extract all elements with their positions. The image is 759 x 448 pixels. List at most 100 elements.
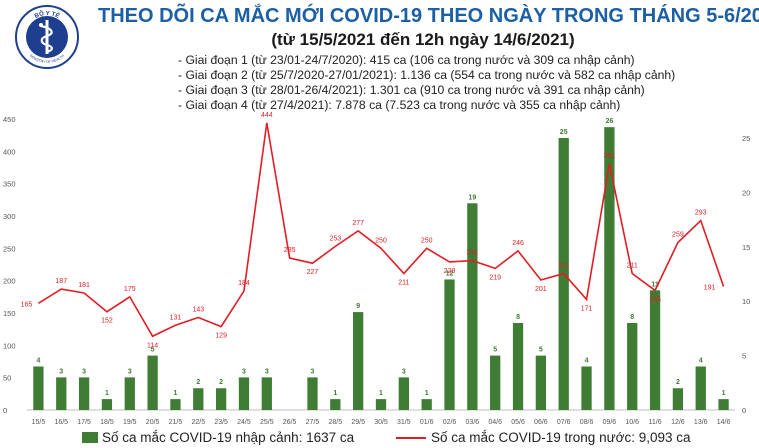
- bar-value-label: 5: [493, 347, 497, 354]
- x-tick-label: 22/5: [191, 419, 205, 426]
- line-value-label: 185: [649, 296, 661, 303]
- bar-value-label: 2: [219, 379, 223, 386]
- x-tick-label: 25/5: [260, 419, 274, 426]
- svg-text:BỘ Y TẾ: BỘ Y TẾ: [34, 9, 61, 20]
- x-tick-label: 15/5: [32, 419, 46, 426]
- x-tick-label: 04/6: [488, 419, 502, 426]
- x-tick-label: 26/5: [283, 419, 297, 426]
- x-tick-label: 14/6: [717, 419, 731, 426]
- line-value-label: 175: [124, 286, 136, 293]
- line-value-label: 259: [672, 232, 684, 239]
- x-tick-label: 13/6: [694, 419, 708, 426]
- x-tick-label: 16/5: [54, 419, 68, 426]
- y-left-tick-label: 150: [3, 309, 16, 318]
- bar-value-label: 3: [82, 368, 86, 375]
- phase-summary-list: - Giai đoạn 1 (từ 23/01-24/7/2020): 415 …: [178, 53, 675, 113]
- bar-value-label: 25: [560, 129, 568, 136]
- bar-value-label: 2: [196, 379, 200, 386]
- line-value-label: 381: [604, 153, 616, 160]
- bar-mark: [467, 203, 478, 410]
- y-left-tick-label: 50: [3, 374, 11, 383]
- bar-mark: [147, 355, 158, 410]
- bar-mark: [307, 377, 318, 410]
- bar-value-label: 26: [605, 118, 613, 125]
- line-value-label: 227: [307, 269, 319, 276]
- bar-mark: [375, 399, 387, 410]
- bar-value-label: 12: [446, 270, 454, 277]
- bar-mark: [33, 366, 44, 410]
- y-left-tick-label: 300: [3, 212, 16, 221]
- line-value-label: 246: [512, 240, 524, 247]
- x-tick-label: 31/5: [397, 419, 411, 426]
- legend-line-label: Số ca mắc COVID-19 trong nước: 9,093 ca: [431, 430, 691, 445]
- bar-value-label: 3: [402, 368, 406, 375]
- line-value-label: 231: [467, 250, 479, 257]
- bar-value-label: 8: [516, 314, 520, 321]
- x-tick-label: 24/5: [237, 419, 251, 426]
- x-tick-label: 30/5: [374, 419, 388, 426]
- y-left-tick-label: 200: [3, 277, 16, 286]
- y-left-tick-label: 400: [3, 147, 16, 156]
- bar-mark: [261, 377, 272, 410]
- bar-mark: [353, 312, 364, 410]
- bar-value-label: 4: [699, 357, 703, 364]
- line-value-label: 114: [147, 342, 158, 349]
- bar-mark: [124, 377, 135, 410]
- bar-value-label: 1: [105, 390, 109, 397]
- bar-mark: [649, 290, 661, 410]
- line-value-label: 184: [238, 280, 250, 287]
- bar-value-label: 2: [676, 379, 680, 386]
- bar-mark: [718, 399, 729, 410]
- line-value-label: 143: [192, 307, 204, 314]
- line-value-label: 191: [704, 284, 716, 291]
- line-value-label: 211: [398, 280, 409, 287]
- bar-value-label: 3: [242, 368, 246, 375]
- line-value-label: 211: [558, 263, 569, 270]
- bar-mark: [421, 399, 432, 410]
- x-tick-label: 27/5: [306, 419, 320, 426]
- bar-value-label: 19: [468, 194, 476, 201]
- bar-mark: [695, 366, 706, 410]
- bar-mark: [512, 322, 524, 410]
- x-tick-label: 12/6: [671, 419, 685, 426]
- bar-mark: [238, 377, 250, 410]
- x-tick-label: 06/6: [534, 419, 548, 426]
- chart-title: THEO DÕI CA MẮC MỚI COVID-19 THEO NGÀY T…: [98, 5, 759, 27]
- x-tick-label: 23/5: [214, 419, 228, 426]
- line-value-label: 165: [21, 301, 33, 308]
- line-value-label: 181: [78, 282, 90, 289]
- line-value-label: 253: [329, 235, 341, 242]
- bar-value-label: 1: [173, 390, 177, 397]
- bar-mark: [444, 279, 455, 410]
- bar-value-label: 1: [425, 390, 429, 397]
- bar-mark: [193, 388, 204, 410]
- x-tick-label: 20/5: [146, 419, 160, 426]
- bar-value-label: 4: [585, 357, 589, 364]
- bar-value-label: 5: [539, 347, 543, 354]
- legend-line-swatch: [396, 436, 426, 439]
- legend-bars-label: Số ca mắc COVID-19 nhập cảnh: 1637 ca: [102, 430, 355, 445]
- phase-3-text: - Giai đoạn 3 (từ 28/01-26/4/2021): 1.30…: [178, 83, 645, 97]
- x-tick-label: 17/5: [77, 419, 91, 426]
- x-tick-label: 09/6: [603, 419, 617, 426]
- bar-value-label: 3: [59, 368, 63, 375]
- x-tick-label: 03/6: [466, 419, 480, 426]
- line-value-label: 235: [284, 247, 296, 254]
- y-left-tick-label: 0: [3, 406, 7, 415]
- x-tick-label: 29/5: [351, 419, 365, 426]
- x-tick-label: 08/6: [580, 419, 594, 426]
- x-tick-label: 19/5: [123, 419, 137, 426]
- bar-mark: [398, 377, 409, 410]
- bar-value-label: 3: [128, 368, 132, 375]
- y-right-tick-label: 20: [742, 188, 750, 197]
- phase-1-text: - Giai đoạn 1 (từ 23/01-24/7/2020): 415 …: [178, 53, 635, 67]
- line-value-label: 250: [421, 237, 433, 244]
- line-value-label: 131: [170, 314, 182, 321]
- x-tick-label: 18/5: [100, 419, 114, 426]
- bar-mark: [56, 377, 67, 410]
- bar-value-label: 8: [630, 314, 634, 321]
- line-value-label: 444: [261, 112, 273, 119]
- x-tick-label: 28/5: [329, 419, 343, 426]
- bar-value-label: 11: [651, 281, 659, 288]
